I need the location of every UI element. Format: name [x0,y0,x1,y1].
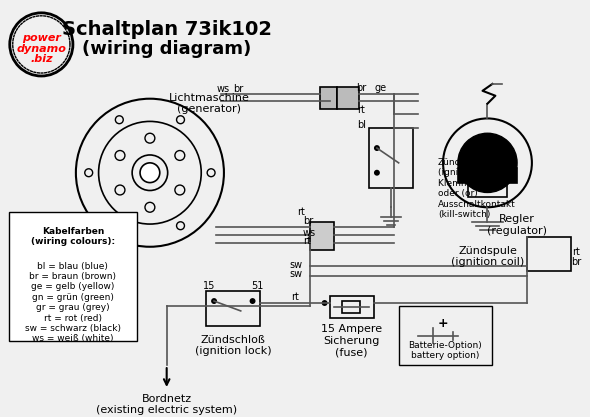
Text: bl = blau (blue)
br = braun (brown)
ge = gelb (yellow)
gn = grün (green)
gr = gr: bl = blau (blue) br = braun (brown) ge =… [25,261,121,343]
Text: br: br [356,83,366,93]
Text: rt: rt [291,292,299,302]
Text: sw: sw [290,259,303,269]
Text: rt: rt [297,207,305,217]
Text: br: br [571,256,581,266]
Circle shape [322,300,327,306]
Text: Schaltplan 73ik102: Schaltplan 73ik102 [62,20,271,39]
Circle shape [374,170,380,176]
Bar [206,291,260,326]
Bar [9,212,137,341]
Circle shape [140,163,160,183]
Text: rt: rt [572,247,580,257]
Text: rt: rt [357,105,365,115]
Text: Batterie-Option)
battery option): Batterie-Option) battery option) [408,341,482,360]
Bar [458,168,517,183]
Text: rt: rt [303,236,311,246]
Text: ge: ge [375,83,387,93]
Text: br: br [232,84,243,94]
Text: (wiring diagram): (wiring diagram) [82,40,251,58]
Bar [399,306,493,365]
Text: dynamo: dynamo [17,44,66,54]
Text: 51: 51 [251,281,264,291]
Text: ws: ws [303,228,316,238]
Bar [330,296,374,318]
Text: Zündschloß
(ignition lock): Zündschloß (ignition lock) [195,335,271,356]
Text: Bordnetz
(existing electric system): Bordnetz (existing electric system) [96,394,237,415]
Bar [468,178,507,197]
Bar [320,87,337,108]
Text: 15 Ampere
Sicherung
(fuse): 15 Ampere Sicherung (fuse) [321,324,382,357]
Bar [527,237,571,271]
Bar [337,87,359,108]
Text: .biz: .biz [30,54,53,64]
Circle shape [211,298,217,304]
Text: Regler
(regulator): Regler (regulator) [487,214,547,236]
Text: Zündschloß
(ignition lock)
Klemme (pin) 2
oder (or)
Ausschaltkontakt
(kill-switc: Zündschloß (ignition lock) Klemme (pin) … [438,158,516,219]
Text: Zündspule
(ignition coil): Zündspule (ignition coil) [451,246,524,267]
Text: ws: ws [217,84,230,94]
Text: br: br [303,216,313,226]
Bar [310,222,335,250]
Circle shape [250,298,255,304]
Text: Lichtmaschine
(generator): Lichtmaschine (generator) [169,93,250,114]
Text: sw: sw [290,269,303,279]
Circle shape [458,133,517,193]
Text: 15: 15 [203,281,215,291]
Text: Kabelfarben
(wiring colours):: Kabelfarben (wiring colours): [31,227,115,246]
Text: power: power [22,33,61,43]
Bar [369,128,414,188]
Text: bl: bl [356,121,366,131]
Circle shape [374,145,380,151]
Bar [342,301,360,313]
Text: +: + [438,317,448,330]
